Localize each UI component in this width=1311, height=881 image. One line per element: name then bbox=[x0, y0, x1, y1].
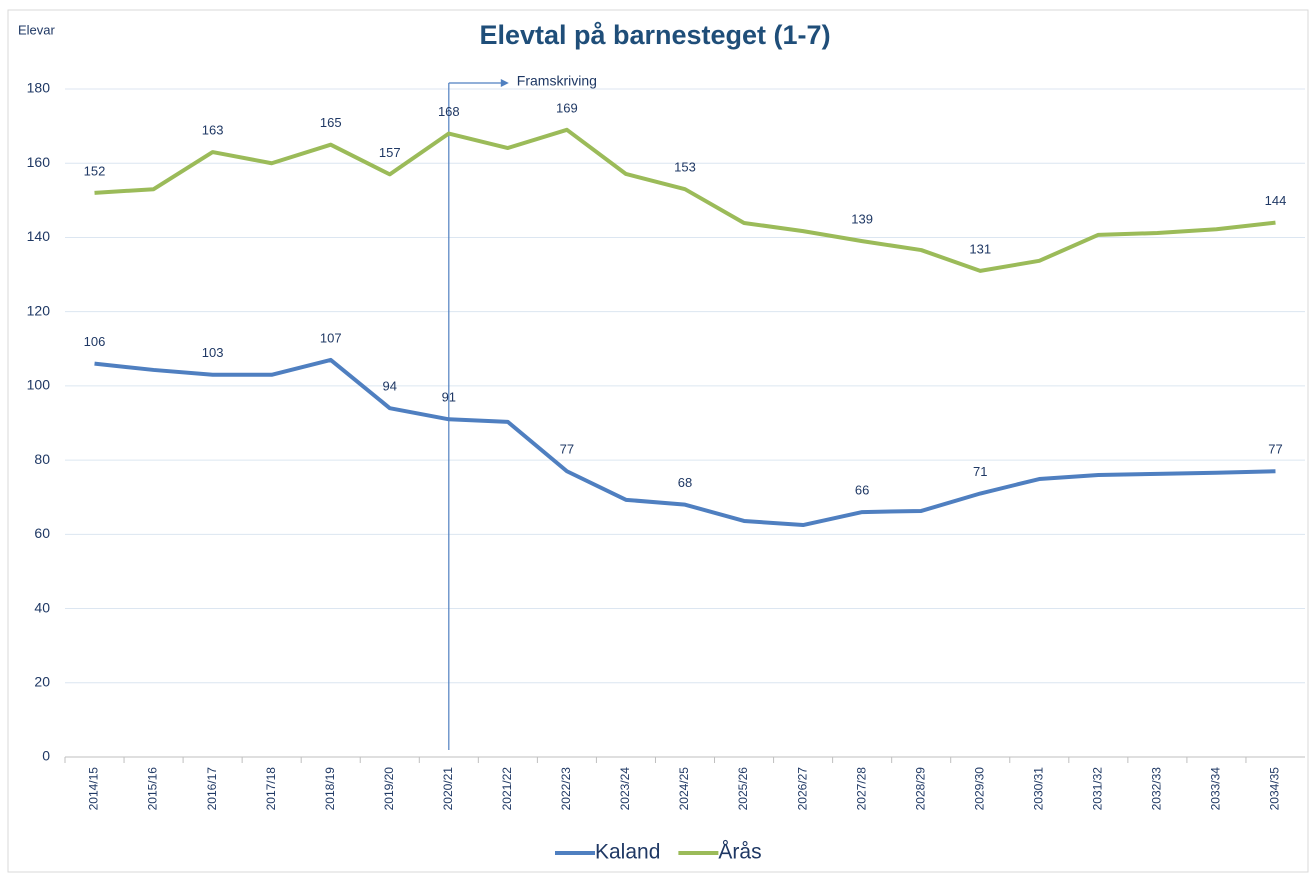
y-tick-label: 180 bbox=[27, 80, 51, 96]
data-label: 68 bbox=[678, 475, 692, 490]
x-tick-label: 2025/26 bbox=[736, 767, 750, 811]
y-axis-label: Elevar bbox=[18, 22, 56, 37]
x-tick-label: 2032/33 bbox=[1150, 767, 1164, 811]
data-label: 103 bbox=[202, 345, 224, 360]
x-tick-label: 2021/22 bbox=[500, 767, 514, 811]
x-tick-label: 2015/16 bbox=[146, 767, 160, 811]
data-label: 169 bbox=[556, 100, 578, 115]
y-tick-label: 80 bbox=[34, 451, 50, 467]
y-tick-label: 160 bbox=[27, 154, 51, 170]
y-tick-label: 40 bbox=[34, 599, 50, 615]
x-tick-label: 2019/20 bbox=[382, 767, 396, 811]
x-tick-label: 2014/15 bbox=[87, 767, 101, 811]
x-tick-label: 2023/24 bbox=[618, 767, 632, 811]
data-label: 168 bbox=[438, 104, 460, 119]
data-label: 66 bbox=[855, 483, 869, 498]
data-label: 131 bbox=[969, 241, 991, 256]
series-line bbox=[94, 127, 1276, 273]
data-label: 91 bbox=[442, 390, 456, 405]
data-label: 144 bbox=[1265, 193, 1287, 208]
x-tick-label: 2016/17 bbox=[205, 767, 219, 811]
y-tick-label: 100 bbox=[27, 377, 51, 393]
data-label: 106 bbox=[84, 334, 106, 349]
y-tick-label: 60 bbox=[34, 525, 50, 541]
data-label: 94 bbox=[383, 379, 397, 394]
data-label: 77 bbox=[560, 442, 574, 457]
data-label: 153 bbox=[674, 160, 696, 175]
x-tick-label: 2022/23 bbox=[559, 767, 573, 811]
data-label: 157 bbox=[379, 145, 401, 160]
x-tick-label: 2029/30 bbox=[972, 767, 986, 811]
data-label: 139 bbox=[851, 212, 873, 227]
series-line bbox=[94, 357, 1276, 528]
y-tick-label: 140 bbox=[27, 228, 51, 244]
data-label: 163 bbox=[202, 123, 224, 138]
annotation: Framskriving bbox=[517, 73, 597, 89]
x-tick-label: 2033/34 bbox=[1209, 767, 1223, 811]
x-tick-label: 2026/27 bbox=[795, 767, 809, 811]
arrow-head bbox=[500, 79, 509, 87]
x-tick-label: 2028/29 bbox=[913, 767, 927, 811]
x-tick-label: 2024/25 bbox=[677, 767, 691, 811]
chart-title: Elevtal på barnesteget (1-7) bbox=[479, 20, 830, 50]
x-tick-label: 2018/19 bbox=[323, 767, 337, 811]
legend-label: Kaland bbox=[595, 841, 660, 864]
data-label: 152 bbox=[84, 163, 106, 178]
x-tick-label: 2020/21 bbox=[441, 767, 455, 811]
legend-label: Årås bbox=[718, 841, 761, 864]
data-label: 77 bbox=[1268, 442, 1282, 457]
y-tick-label: 120 bbox=[27, 302, 51, 318]
data-label: 71 bbox=[973, 464, 987, 479]
x-tick-label: 2031/32 bbox=[1091, 767, 1105, 811]
data-label: 107 bbox=[320, 330, 342, 345]
chart-border bbox=[7, 9, 1309, 873]
y-tick-label: 20 bbox=[34, 673, 50, 689]
x-tick-label: 2017/18 bbox=[264, 767, 278, 811]
y-tick-label: 0 bbox=[42, 748, 50, 764]
x-tick-label: 2027/28 bbox=[854, 767, 868, 811]
x-tick-label: 2030/31 bbox=[1031, 767, 1045, 811]
data-label: 165 bbox=[320, 115, 342, 130]
x-tick-label: 2034/35 bbox=[1268, 767, 1282, 811]
